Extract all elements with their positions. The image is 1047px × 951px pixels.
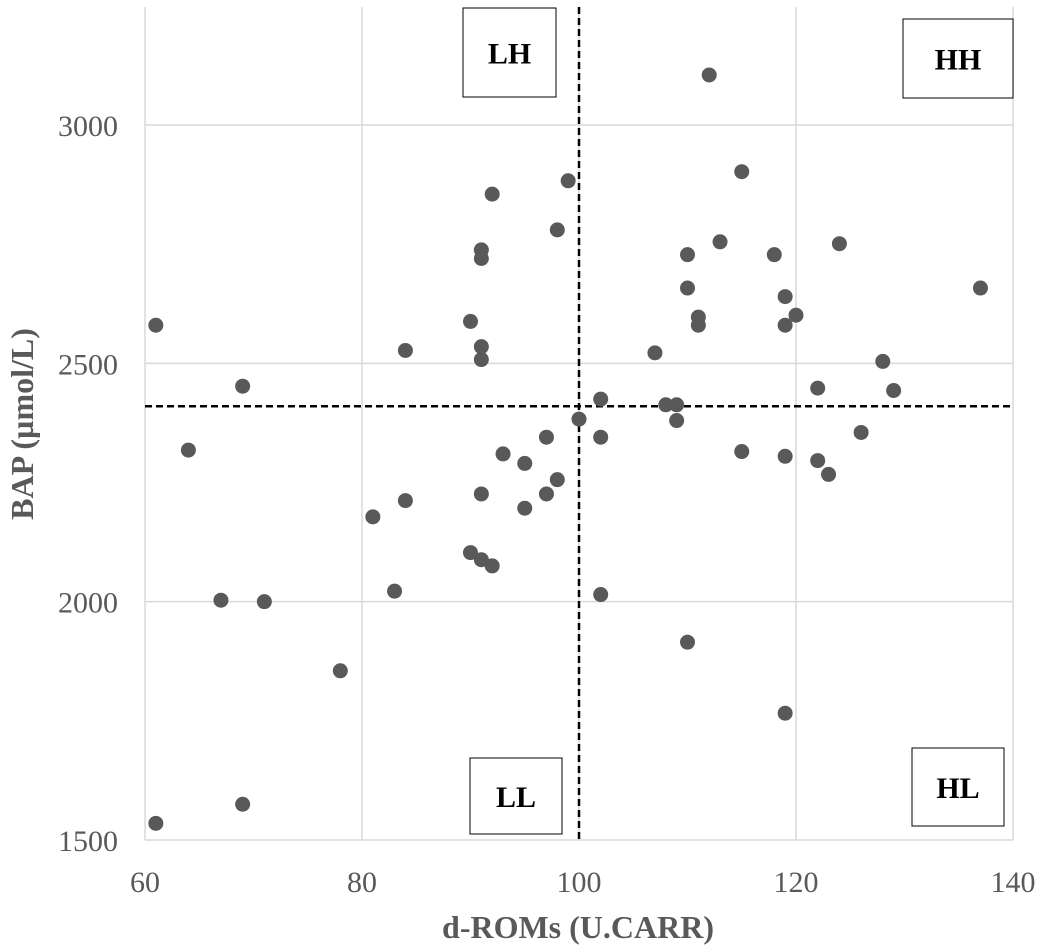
data-point [387, 583, 403, 599]
y-tick-label: 1500 [58, 825, 118, 858]
x-tick-label: 100 [557, 866, 602, 899]
x-tick-label: 60 [130, 866, 160, 899]
data-point [148, 815, 164, 831]
y-tick-label: 2000 [58, 587, 118, 620]
data-point [853, 424, 869, 440]
data-point [831, 236, 847, 252]
data-point [473, 250, 489, 266]
data-point [788, 307, 804, 323]
data-point [734, 444, 750, 460]
data-point [180, 442, 196, 458]
data-point [777, 705, 793, 721]
data-point [463, 313, 478, 329]
data-point [538, 486, 554, 502]
x-axis-title: d-ROMs (U.CARR) [442, 909, 714, 945]
data-point [213, 592, 229, 608]
data-point [560, 173, 576, 189]
y-tick-label: 3000 [58, 110, 118, 143]
data-point [256, 594, 272, 610]
data-point [397, 493, 413, 509]
quadrant-box-hh [902, 18, 1014, 99]
data-point [766, 247, 782, 263]
data-point [473, 352, 489, 368]
data-point [701, 67, 717, 83]
data-point [647, 345, 663, 361]
data-point [148, 317, 164, 333]
data-point [593, 429, 609, 445]
data-point [777, 289, 793, 305]
data-point [972, 280, 988, 296]
data-point [473, 552, 489, 568]
data-point [680, 247, 695, 263]
data-points [148, 67, 988, 831]
y-axis-title: BAP (µmol/L) [4, 328, 40, 520]
data-point [669, 413, 685, 429]
data-point [235, 378, 251, 394]
data-point [235, 796, 251, 812]
x-tick-label: 80 [347, 866, 377, 899]
data-point [680, 634, 695, 650]
quadrant-box-lh [462, 7, 557, 98]
data-point [669, 397, 685, 413]
quadrant-label-ll: LL [496, 781, 536, 814]
data-point [484, 558, 500, 574]
data-point [810, 453, 826, 469]
quadrant-box-hl [911, 747, 1005, 827]
quadrant-label-hh: HH [935, 44, 982, 77]
x-tick-label: 140 [991, 866, 1036, 899]
data-point [690, 317, 706, 333]
data-point [821, 466, 837, 482]
y-axis-ticks: 1500 2000 2500 3000 [58, 110, 118, 858]
data-point [495, 446, 511, 462]
data-point [777, 317, 793, 333]
data-point [397, 342, 413, 358]
data-point [365, 509, 381, 525]
reference-lines [145, 7, 1013, 840]
data-point [571, 411, 587, 427]
data-point [593, 391, 609, 407]
data-point [658, 397, 674, 413]
data-point [734, 164, 750, 180]
quadrant-box-ll [469, 757, 563, 835]
data-point [680, 280, 695, 296]
data-point [593, 587, 609, 603]
data-point [875, 353, 891, 369]
data-point [463, 545, 478, 561]
data-point [473, 339, 489, 355]
data-point [712, 234, 728, 250]
data-point [517, 455, 533, 471]
data-point [473, 486, 489, 502]
data-point [549, 472, 565, 488]
x-tick-label: 120 [774, 866, 819, 899]
quadrant-labels: LH HH LL HL [462, 7, 1014, 835]
quadrant-label-lh: LH [488, 38, 531, 71]
data-point [484, 186, 500, 202]
data-point [549, 222, 565, 238]
data-point [777, 448, 793, 464]
data-point [886, 383, 902, 399]
x-axis-ticks: 60 80 100 120 140 [130, 866, 1036, 899]
quadrant-label-hl: HL [936, 772, 979, 805]
y-tick-label: 2500 [58, 348, 118, 381]
data-point [538, 429, 554, 445]
data-point [332, 663, 348, 679]
data-point [517, 500, 533, 516]
data-point [810, 380, 826, 396]
